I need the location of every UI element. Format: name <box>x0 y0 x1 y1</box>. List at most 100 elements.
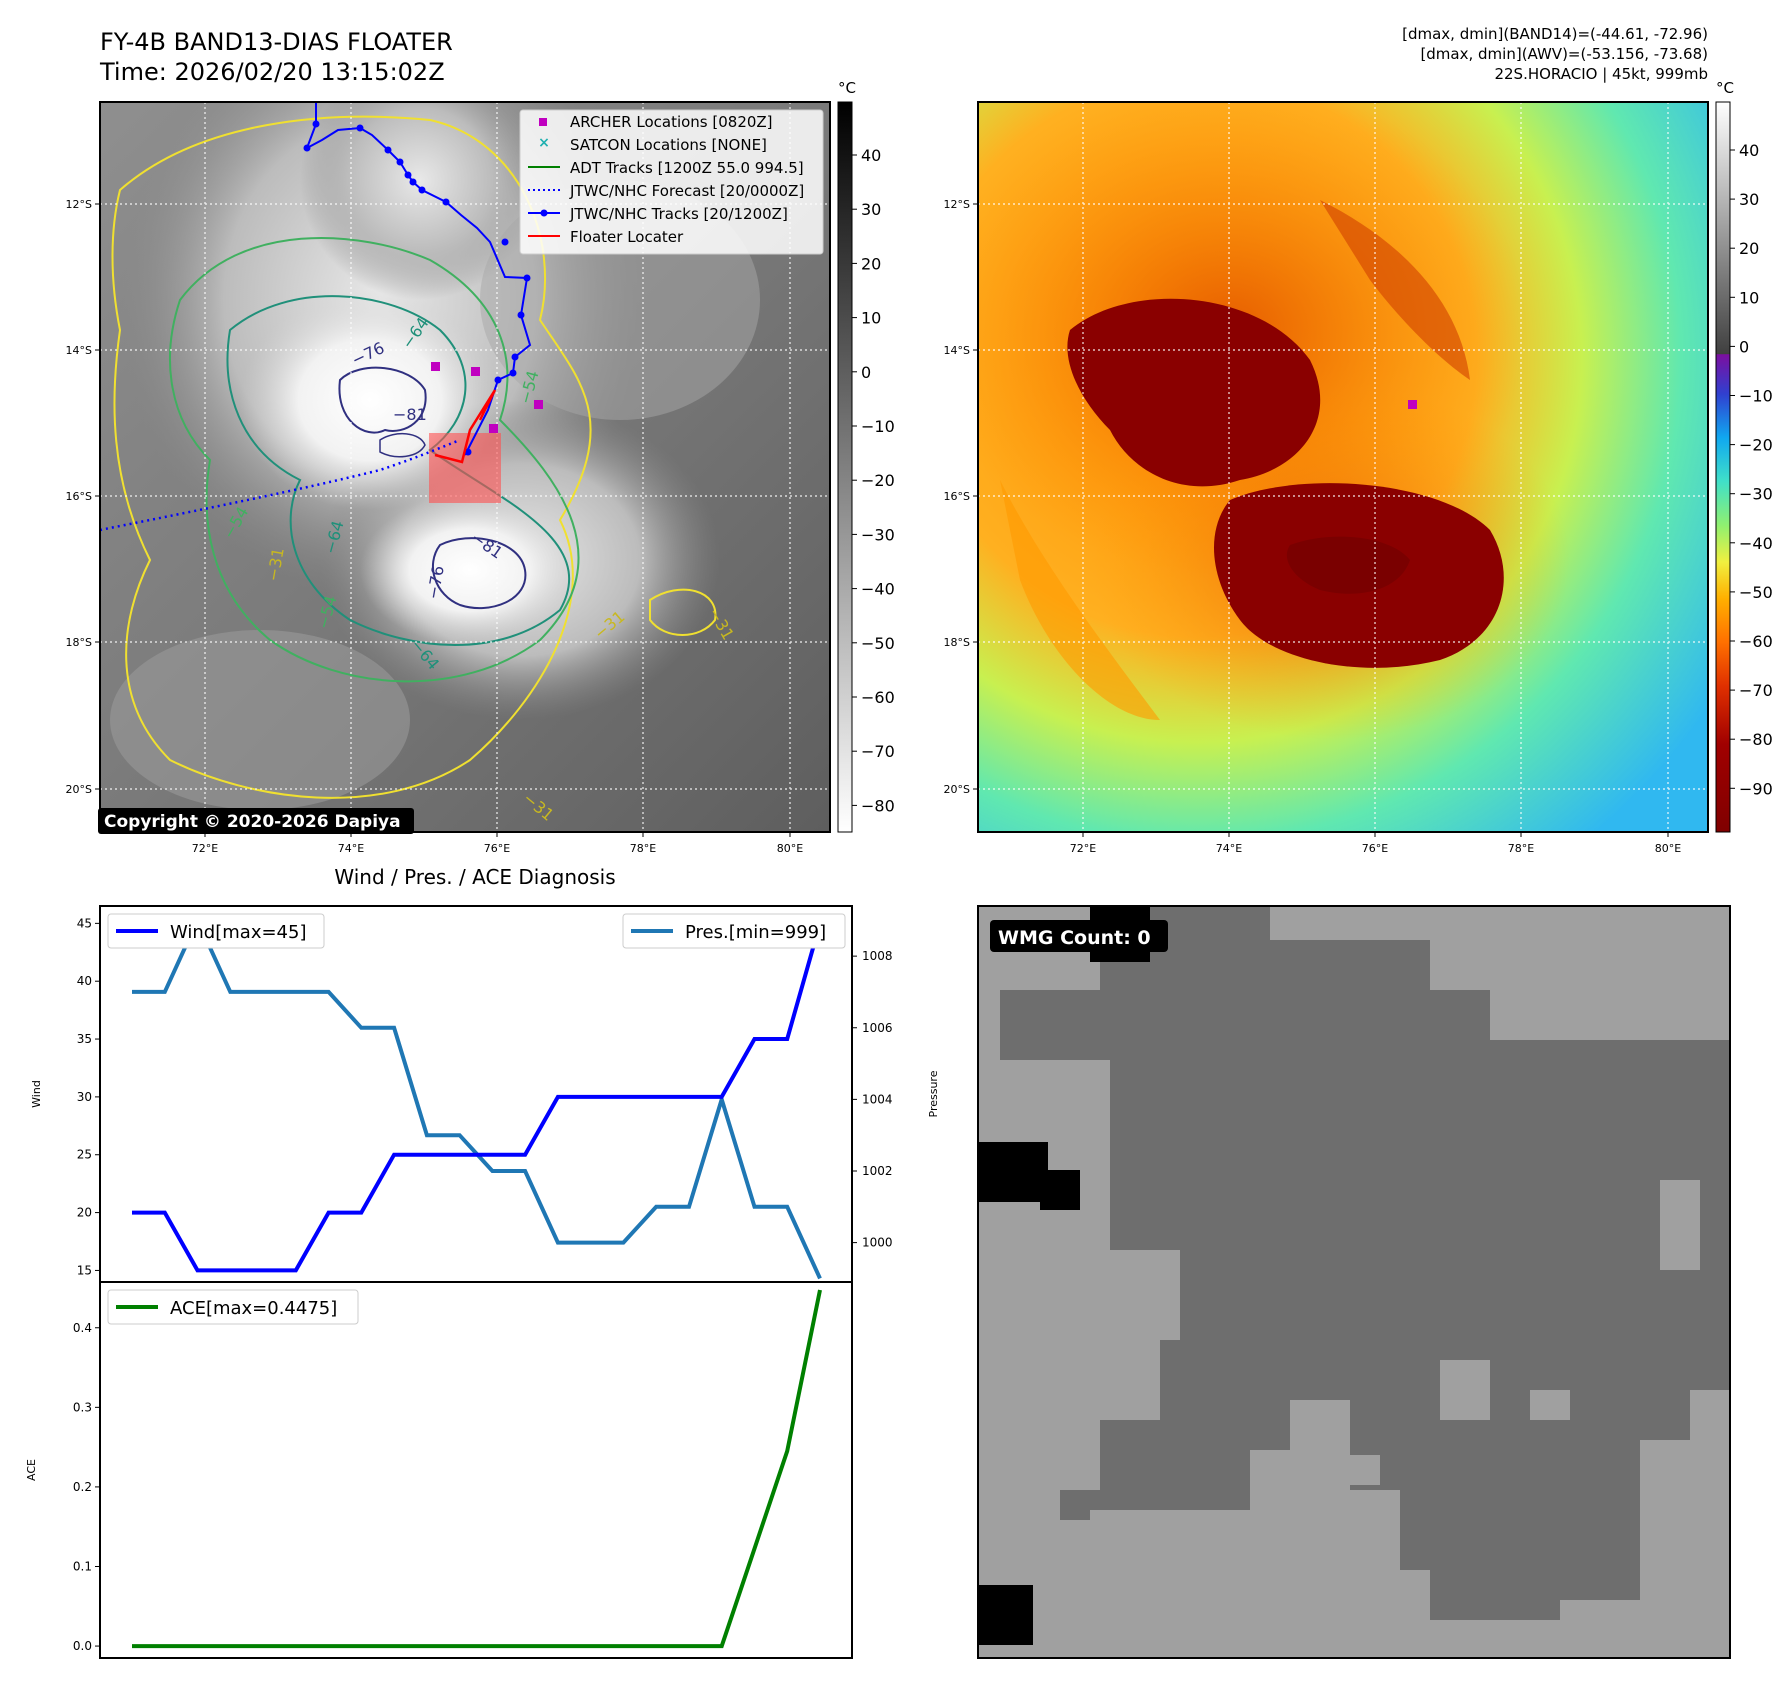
wind-ytick: 15 <box>77 1263 92 1277</box>
lon-label: 78°E <box>1508 842 1534 855</box>
colorbar-tick: −50 <box>861 634 895 653</box>
lat-label: 18°S <box>944 636 970 649</box>
colorbar-tick: 20 <box>861 254 881 273</box>
colorbar-tick: −60 <box>861 688 895 707</box>
info-line3: 22S.HORACIO | 45kt, 999mb <box>1494 65 1708 83</box>
ace-ytick: 0.3 <box>73 1400 92 1414</box>
colorbar-tick: −10 <box>861 417 895 436</box>
colorbar-tick: 30 <box>861 200 881 219</box>
colorbar-tick: −70 <box>861 742 895 761</box>
lon-label: 72°E <box>192 842 218 855</box>
enh-colorbar <box>1715 101 1731 833</box>
legend-floater: Floater Locater <box>570 228 684 246</box>
lat-label: 12°S <box>944 198 970 211</box>
wind-ytick: 40 <box>77 974 92 988</box>
legend-satcon: SATCON Locations [NONE] <box>570 136 767 154</box>
pressure-ytick: 1000 <box>862 1236 893 1250</box>
colorbar-tick: 0 <box>861 363 871 382</box>
ace-ytick: 0.0 <box>73 1639 92 1653</box>
enhanced-ir-panel: °C 403020100−10−20−30−40−50−60−70−80−90 … <box>944 79 1773 855</box>
lon-label: 74°E <box>1216 842 1242 855</box>
wind-ytick: 25 <box>77 1148 92 1162</box>
wind-ytick: 35 <box>77 1032 92 1046</box>
ace-ytick: 0.1 <box>73 1559 92 1573</box>
colorbar-tick: −20 <box>861 471 895 490</box>
series-layer <box>132 915 822 1649</box>
colorbar-tick: −40 <box>1739 534 1773 553</box>
colorbar-tick: −80 <box>1739 730 1773 749</box>
info-line2: [dmax, dmin](AWV)=(-53.156, -73.68) <box>1420 45 1708 63</box>
ir-lon-labels: 72°E 74°E 76°E 78°E 80°E <box>192 832 803 855</box>
ace-legend-label: ACE[max=0.4475] <box>170 1298 337 1319</box>
title-line1: FY-4B BAND13-DIAS FLOATER <box>100 28 453 56</box>
colorbar-tick: −30 <box>861 525 895 544</box>
wind-line <box>132 922 822 1273</box>
lat-label: 14°S <box>66 344 92 357</box>
pressure-ytick: 1002 <box>862 1164 893 1178</box>
info-line1: [dmax, dmin](BAND14)=(-44.61, -72.96) <box>1402 25 1708 43</box>
legend-adt: ADT Tracks [1200Z 55.0 994.5] <box>570 159 804 177</box>
colorbar-tick: −70 <box>1739 681 1773 700</box>
legend: × ARCHER Locations [0820Z] SATCON Locati… <box>519 109 824 255</box>
lon-label: 76°E <box>484 842 510 855</box>
lat-label: 20°S <box>944 783 970 796</box>
lon-label: 74°E <box>338 842 364 855</box>
ace-yticks: 0.0 0.1 0.2 0.3 0.4 <box>73 1321 100 1653</box>
pressure-ylabel: Pressure <box>927 1070 940 1117</box>
title-line2: Time: 2026/02/20 13:15:02Z <box>99 58 445 86</box>
legend-forecast: JTWC/NHC Forecast [20/0000Z] <box>569 182 804 200</box>
ir-colorbar-ticks: 40 30 20 10 0 −10 −20 −30 −40 −50 −60 −70 −80 <box>852 146 895 815</box>
lat-label: 12°S <box>66 198 92 211</box>
lon-label: 78°E <box>630 842 656 855</box>
floater-locater <box>434 389 497 464</box>
pressure-ytick: 1006 <box>862 1021 893 1035</box>
pressure-yticks: 1000 1002 1004 1006 1008 <box>852 949 893 1250</box>
lon-label: 72°E <box>1070 842 1096 855</box>
wmg-panel: WMG Count: 0 <box>977 905 1731 1659</box>
colorbar-tick: −40 <box>861 580 895 599</box>
contour-label: −81 <box>393 405 427 424</box>
enh-lat-labels: 12°S 14°S 16°S 18°S 20°S <box>944 198 978 796</box>
ace-ytick: 0.2 <box>73 1480 92 1494</box>
lat-label: 14°S <box>944 344 970 357</box>
svg-text:×: × <box>538 135 550 151</box>
ir-colorbar <box>837 101 853 833</box>
colorbar-tick: −60 <box>1739 632 1773 651</box>
floater-box <box>429 433 501 503</box>
enh-lon-labels: 72°E 74°E 76°E 78°E 80°E <box>1070 832 1681 855</box>
diagnosis-chart: Wind / Pres. / ACE Diagnosis Wind Pressu… <box>25 865 940 1659</box>
colorbar-tick: −50 <box>1739 583 1773 602</box>
ace-ylabel: ACE <box>25 1459 38 1481</box>
ace-line <box>132 1289 822 1649</box>
ace-legend: ACE[max=0.4475] <box>107 1289 359 1325</box>
lon-label: 80°E <box>777 842 803 855</box>
pres-legend: Pres.[min=999] <box>622 913 846 949</box>
ace-ytick: 0.4 <box>73 1321 92 1335</box>
lon-label: 80°E <box>1655 842 1681 855</box>
wind-ytick: 30 <box>77 1090 92 1104</box>
pressure-ytick: 1004 <box>862 1092 893 1106</box>
wmg-count-badge: WMG Count: 0 <box>998 927 1151 949</box>
copyright: Copyright © 2020-2026 Dapiya <box>104 812 401 832</box>
wind-yticks: 15 20 25 30 35 40 45 <box>77 916 100 1277</box>
colorbar-tick: 0 <box>1739 337 1749 356</box>
enh-colorbar-ticks: 40 30 20 10 0 −10 −20 −30 −40 −50 −60 −70 −80 −90 <box>1730 141 1773 798</box>
lat-label: 18°S <box>66 636 92 649</box>
wind-legend-label: Wind[max=45] <box>170 922 307 943</box>
wind-ytick: 45 <box>77 916 92 930</box>
lon-label: 76°E <box>1362 842 1388 855</box>
colorbar-tick: 20 <box>1739 239 1759 258</box>
wind-ylabel: Wind <box>30 1080 43 1108</box>
lat-label: 16°S <box>66 490 92 503</box>
colorbar-tick: −30 <box>1739 485 1773 504</box>
legend-archer: ARCHER Locations [0820Z] <box>570 113 773 131</box>
colorbar-tick: −80 <box>861 796 895 815</box>
pressure-ytick: 1008 <box>862 949 893 963</box>
legend-tracks: JTWC/NHC Tracks [20/1200Z] <box>569 205 788 223</box>
wind-ytick: 20 <box>77 1206 92 1220</box>
colorbar-tick: −90 <box>1739 779 1773 798</box>
ir-lat-labels: 12°S 14°S 16°S 18°S 20°S <box>66 198 100 796</box>
ir-panel: −76 −64 −81 −54 −54 −64 −31 −81 −76 −54 … <box>66 79 895 855</box>
colorbar-tick: 30 <box>1739 190 1759 209</box>
